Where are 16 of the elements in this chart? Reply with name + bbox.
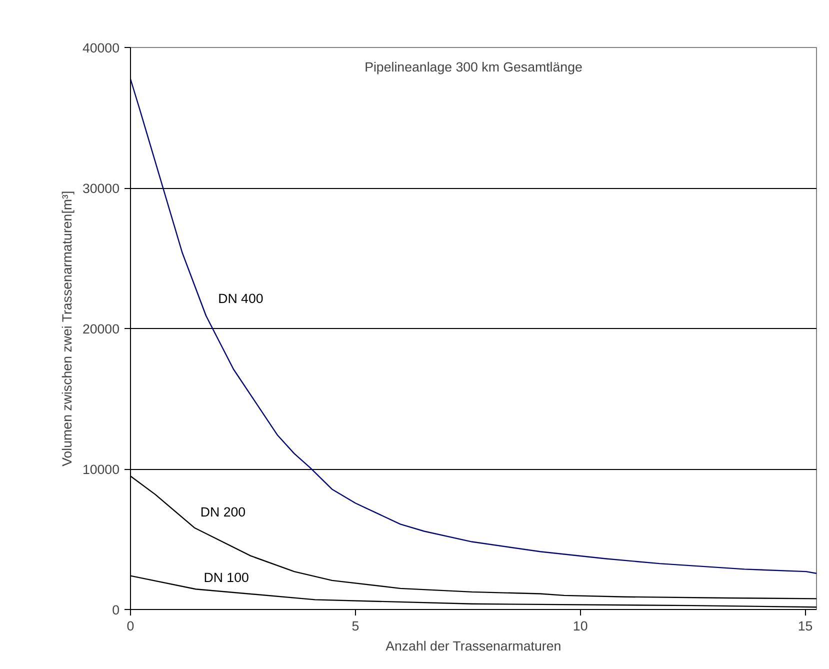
series-label: DN 200 — [200, 504, 246, 520]
y-tick-label: 0 — [112, 602, 120, 618]
series-label: DN 100 — [204, 570, 249, 586]
x-tick-label: 15 — [798, 618, 813, 634]
x-tick-label: 5 — [352, 618, 360, 634]
y-tick-label: 10000 — [82, 462, 120, 477]
line-series — [130, 78, 816, 574]
y-tick-label: 20000 — [82, 322, 120, 336]
x-tick-label: 0 — [126, 618, 134, 634]
x-tick-label: 10 — [572, 618, 588, 634]
text: Pipelineanlage 300 km Gesamtlänge — [364, 60, 582, 74]
y-tick-label: 30000 — [82, 181, 120, 196]
y-axis-title: Volumen zwischen zwei Trassenarmaturen[m³] — [59, 190, 74, 466]
series-label: DN 400 — [218, 290, 264, 306]
x-axis-title: Anzahl der Trassenarmaturen — [386, 638, 562, 654]
y-tick-label: 40000 — [82, 40, 120, 56]
